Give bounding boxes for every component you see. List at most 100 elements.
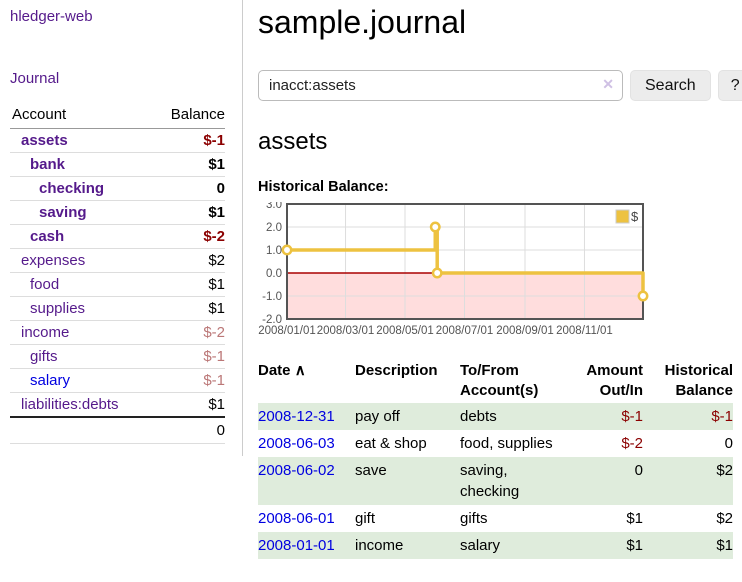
account-row: food $1 bbox=[10, 272, 225, 297]
account-balance: 0 bbox=[151, 176, 225, 201]
register-description: income bbox=[355, 537, 404, 554]
account-row: bank $1 bbox=[10, 152, 225, 177]
register-accounts: food, supplies bbox=[460, 435, 553, 452]
register-balance: $1 bbox=[716, 537, 733, 554]
account-link[interactable]: bank bbox=[30, 156, 66, 173]
accounts-total-balance: 0 bbox=[151, 416, 225, 444]
chart-title: Historical Balance: bbox=[258, 179, 389, 195]
register-accounts: gifts bbox=[460, 510, 488, 527]
register-date-link[interactable]: 2008-01-01 bbox=[258, 537, 335, 554]
register-row: 2008-12-31 pay off debts $-1 $-1 bbox=[258, 403, 733, 430]
search-button[interactable]: Search bbox=[630, 70, 711, 101]
page-title: sample.journal bbox=[258, 4, 467, 40]
accounts-total-spacer bbox=[10, 416, 152, 444]
register-table: Date ∧ Description To/From Account(s) Am… bbox=[258, 359, 733, 559]
account-row: gifts $-1 bbox=[10, 344, 225, 369]
register-col-date[interactable]: Date ∧ bbox=[258, 362, 306, 379]
register-amount: $1 bbox=[626, 537, 643, 554]
account-row: salary $-1 bbox=[10, 368, 225, 393]
account-link[interactable]: assets bbox=[21, 132, 68, 149]
balance-col-header: Balance bbox=[151, 103, 225, 129]
register-date-link[interactable]: 2008-06-03 bbox=[258, 435, 335, 452]
account-row: saving $1 bbox=[10, 200, 225, 225]
main-panel: sample.journal ✕ Search ? assets Histori… bbox=[243, 0, 742, 579]
register-row: 2008-01-01 income salary $1 $1 bbox=[258, 532, 733, 559]
svg-text:3.0: 3.0 bbox=[266, 202, 282, 211]
svg-text:2008/11/01: 2008/11/01 bbox=[556, 325, 613, 337]
register-amount: 0 bbox=[634, 462, 643, 479]
account-balance: $1 bbox=[151, 200, 225, 225]
register-table-body: 2008-12-31 pay off debts $-1 $-1 2008-06… bbox=[258, 403, 733, 559]
account-link[interactable]: checking bbox=[39, 180, 105, 197]
svg-text:$: $ bbox=[631, 209, 639, 224]
register-balance: $2 bbox=[716, 510, 733, 527]
account-link[interactable]: expenses bbox=[21, 252, 86, 269]
account-row: expenses $2 bbox=[10, 248, 225, 273]
account-row: liabilities:debts $1 bbox=[10, 392, 225, 418]
svg-text:-2.0: -2.0 bbox=[262, 314, 282, 326]
account-link[interactable]: cash bbox=[30, 228, 65, 245]
register-amount: $-2 bbox=[621, 435, 643, 452]
account-link[interactable]: saving bbox=[39, 204, 87, 221]
search-box: ✕ bbox=[258, 70, 623, 101]
account-link[interactable]: income bbox=[21, 324, 70, 341]
help-button[interactable]: ? bbox=[717, 70, 742, 101]
account-row: assets $-1 bbox=[10, 128, 225, 153]
account-balance: $-1 bbox=[151, 368, 225, 393]
register-col-description: Description bbox=[355, 362, 438, 379]
sidebar: hledger-web Journal Account Balance asse… bbox=[0, 0, 243, 456]
register-date-link[interactable]: 2008-06-02 bbox=[258, 462, 335, 479]
accounts-col-header: Account bbox=[10, 103, 152, 129]
register-description: pay off bbox=[355, 408, 400, 425]
svg-text:-1.0: -1.0 bbox=[262, 291, 282, 303]
svg-text:2.0: 2.0 bbox=[266, 222, 282, 234]
account-heading: assets bbox=[258, 128, 328, 155]
register-balance: $-1 bbox=[711, 408, 733, 425]
account-link[interactable]: supplies bbox=[30, 300, 86, 317]
account-link[interactable]: food bbox=[30, 276, 60, 293]
register-description: save bbox=[355, 462, 387, 479]
register-accounts: debts bbox=[460, 408, 497, 425]
brand-link[interactable]: hledger-web bbox=[10, 8, 93, 25]
svg-text:2008/07/01: 2008/07/01 bbox=[436, 325, 494, 337]
clear-search-icon[interactable]: ✕ bbox=[602, 76, 614, 92]
register-balance: $2 bbox=[716, 462, 733, 479]
search-input[interactable] bbox=[258, 70, 623, 101]
account-balance: $2 bbox=[151, 248, 225, 273]
register-col-balance: Historical Balance bbox=[664, 362, 733, 399]
register-amount: $1 bbox=[626, 510, 643, 527]
account-balance: $1 bbox=[151, 392, 225, 418]
register-date-link[interactable]: 2008-06-01 bbox=[258, 510, 335, 527]
account-balance: $-1 bbox=[151, 128, 225, 153]
accounts-table-body: assets $-1 bank $1 checking 0 saving $1 … bbox=[10, 128, 225, 418]
svg-text:0.0: 0.0 bbox=[266, 268, 282, 280]
sidebar-item-journal[interactable]: Journal bbox=[10, 70, 60, 87]
svg-text:2008/05/01: 2008/05/01 bbox=[376, 325, 434, 337]
register-description: eat & shop bbox=[355, 435, 427, 452]
account-link[interactable]: salary bbox=[30, 372, 71, 389]
account-link[interactable]: liabilities:debts bbox=[21, 396, 119, 413]
account-row: supplies $1 bbox=[10, 296, 225, 321]
account-balance: $1 bbox=[151, 272, 225, 297]
svg-text:2008/01/01: 2008/01/01 bbox=[258, 325, 316, 337]
account-balance: $1 bbox=[151, 152, 225, 177]
account-balance: $-1 bbox=[151, 344, 225, 369]
svg-text:1.0: 1.0 bbox=[266, 245, 282, 257]
svg-text:2008/09/01: 2008/09/01 bbox=[496, 325, 554, 337]
search-form: ✕ Search ? bbox=[258, 70, 742, 101]
account-link[interactable]: gifts bbox=[30, 348, 58, 365]
historical-balance-chart: $3.0 2.0 1.0 0.0 -1.0 -2.0 2008/01/01 2008/03/0… bbox=[258, 202, 742, 342]
register-date-link[interactable]: 2008-12-31 bbox=[258, 408, 335, 425]
register-amount: $-1 bbox=[621, 408, 643, 425]
register-col-accounts: To/From Account(s) bbox=[460, 362, 539, 399]
account-balance: $-2 bbox=[151, 224, 225, 249]
accounts-total-row: 0 bbox=[10, 416, 225, 444]
sort-ascending-icon: ∧ bbox=[294, 362, 306, 379]
register-row: 2008-06-02 save saving, checking 0 $2 bbox=[258, 457, 733, 505]
register-col-amount: Amount Out/In bbox=[586, 362, 643, 399]
accounts-table: Account Balance assets $-1 bank $1 check… bbox=[10, 103, 225, 444]
account-row: checking 0 bbox=[10, 176, 225, 201]
register-balance: 0 bbox=[724, 435, 733, 452]
register-row: 2008-06-03 eat & shop food, supplies $-2… bbox=[258, 430, 733, 457]
